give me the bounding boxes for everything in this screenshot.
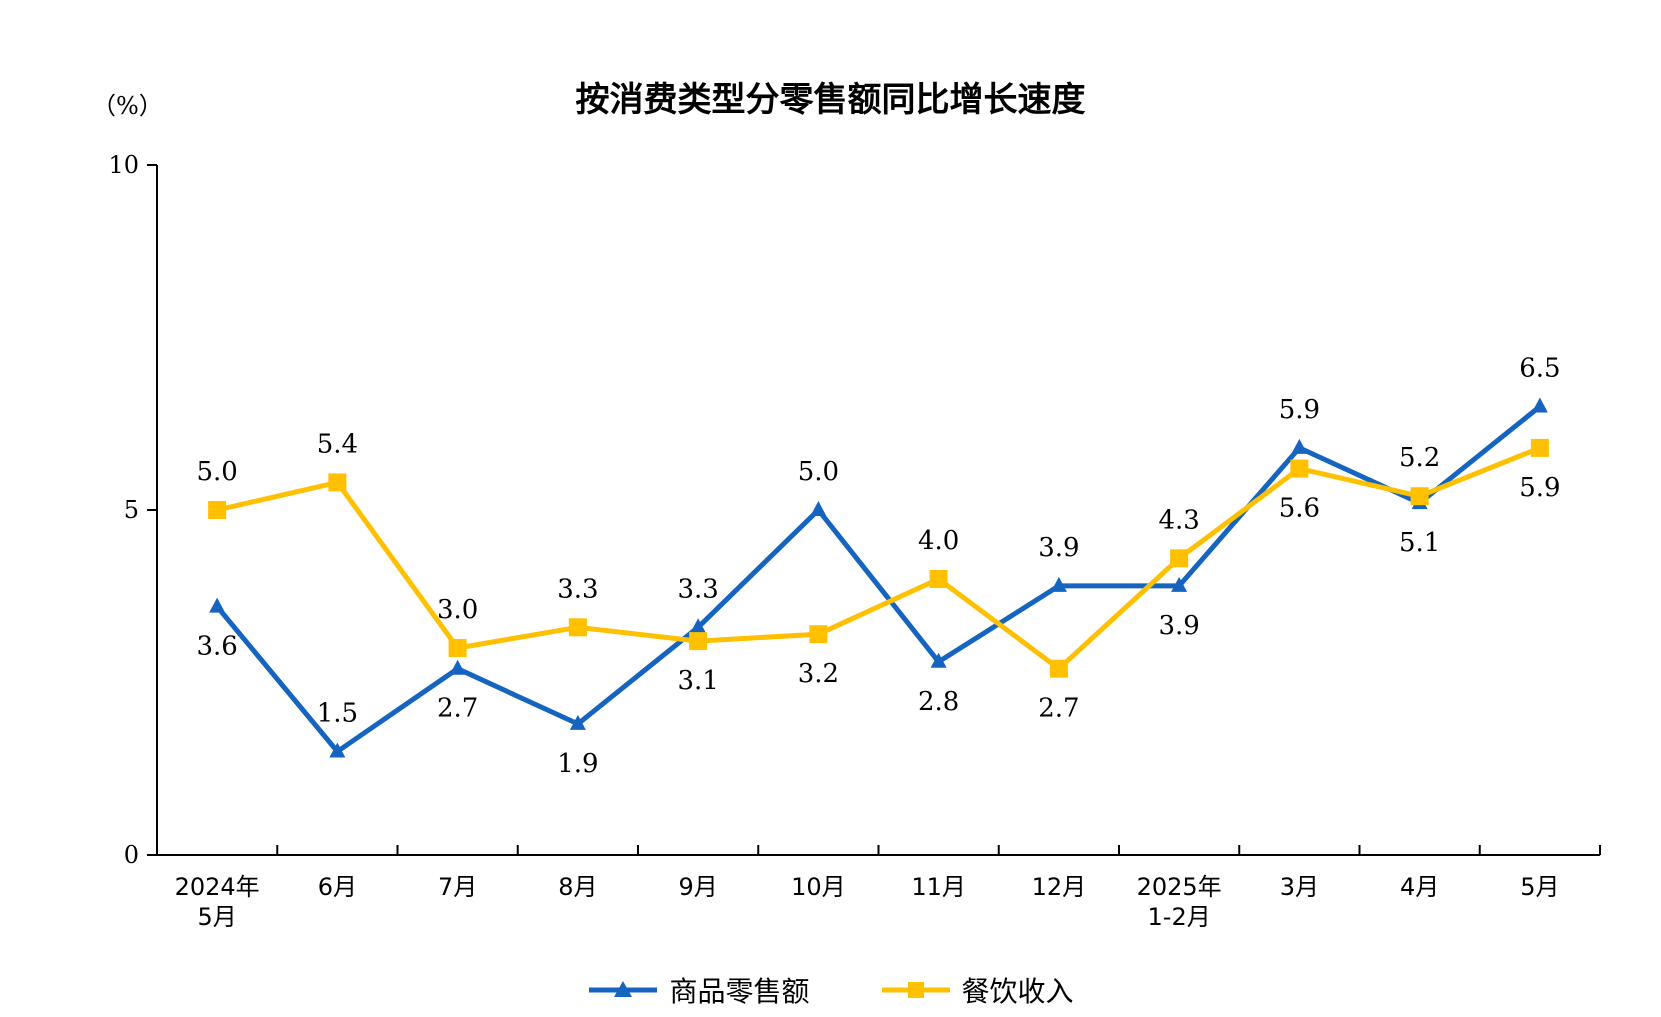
data-label: 5.6 [1279, 494, 1320, 524]
data-point-square [929, 570, 948, 588]
data-point-triangle [569, 714, 586, 730]
data-point-square [1170, 549, 1189, 568]
data-label: 1.9 [557, 749, 598, 779]
x-tick-label: 2025年 1-2月 [1137, 873, 1222, 931]
data-point-triangle [690, 618, 707, 634]
data-label: 2.7 [437, 694, 478, 724]
data-point-triangle [1531, 397, 1548, 413]
x-tick-label: 10月 [791, 873, 846, 901]
data-point-triangle [930, 652, 947, 668]
data-point-triangle [1291, 438, 1308, 454]
data-point-square [208, 501, 227, 519]
series-line-1 [216, 445, 1541, 672]
square-line-icon [881, 982, 950, 998]
data-label: 5.4 [317, 429, 358, 459]
data-label: 5.9 [1279, 395, 1320, 425]
data-label: 1.5 [317, 699, 358, 729]
x-tick-label: 12月 [1032, 873, 1087, 901]
data-label: 6.5 [1519, 354, 1560, 384]
data-label: 4.3 [1158, 505, 1199, 535]
y-axis-unit-label: （%） [92, 92, 163, 120]
series-line-0 [215, 404, 1542, 754]
data-label: 5.9 [1519, 473, 1560, 503]
data-label: 3.6 [196, 632, 237, 662]
x-tick-label: 6月 [318, 873, 357, 901]
legend-label-catering: 餐饮收入 [961, 975, 1074, 1008]
legend-item-catering: 餐饮收入 [880, 970, 1074, 1010]
triangle-line-icon [589, 981, 658, 997]
data-point-square [1049, 659, 1068, 678]
data-point-triangle [329, 742, 346, 758]
data-label: 2.7 [1038, 694, 1079, 724]
x-tick-label: 9月 [678, 873, 717, 901]
data-label: 5.1 [1399, 528, 1440, 558]
data-label: 3.3 [557, 574, 598, 604]
data-point-square [1530, 438, 1549, 457]
data-point-square [448, 639, 467, 657]
data-point-square [1290, 459, 1309, 478]
chart-title: 按消费类型分零售额同比增长速度 [575, 80, 1086, 120]
data-label: 5.2 [1399, 443, 1440, 473]
legend-item-retail: 商品零售额 [587, 970, 810, 1010]
data-point-triangle [449, 659, 466, 675]
data-label: 4.0 [918, 526, 959, 556]
x-tick-label: 8月 [558, 873, 597, 901]
data-point-square [689, 632, 708, 651]
y-tick-label: 10 [108, 151, 139, 179]
legend-label-retail: 商品零售额 [669, 975, 810, 1008]
data-label: 2.8 [918, 687, 959, 717]
data-point-triangle [1050, 576, 1067, 592]
data-point-square [568, 618, 587, 637]
x-tick-label: 7月 [438, 873, 477, 901]
x-tick-label: 2024年 5月 [175, 873, 260, 931]
data-label: 3.1 [677, 666, 718, 696]
x-tick-label: 5月 [1520, 873, 1559, 901]
y-tick-label: 5 [124, 496, 139, 524]
data-point-square [328, 473, 347, 492]
legend: 商品零售额 餐饮收入 [0, 970, 1661, 1010]
data-label: 5.0 [196, 457, 237, 487]
data-label: 3.9 [1158, 611, 1199, 641]
data-label: 3.9 [1038, 533, 1079, 563]
data-label: 5.0 [798, 457, 839, 487]
x-tick-label: 11月 [911, 873, 966, 901]
data-label: 3.2 [798, 659, 839, 689]
data-point-square [809, 625, 828, 644]
data-point-triangle [1171, 576, 1188, 592]
data-point-square [1410, 487, 1429, 506]
data-point-triangle [810, 501, 827, 516]
data-label: 3.0 [437, 595, 478, 625]
x-tick-label: 4月 [1400, 873, 1439, 901]
data-label: 3.3 [677, 574, 718, 604]
x-tick-label: 3月 [1280, 873, 1319, 901]
y-tick-label: 0 [124, 841, 139, 869]
data-point-triangle [209, 597, 226, 613]
